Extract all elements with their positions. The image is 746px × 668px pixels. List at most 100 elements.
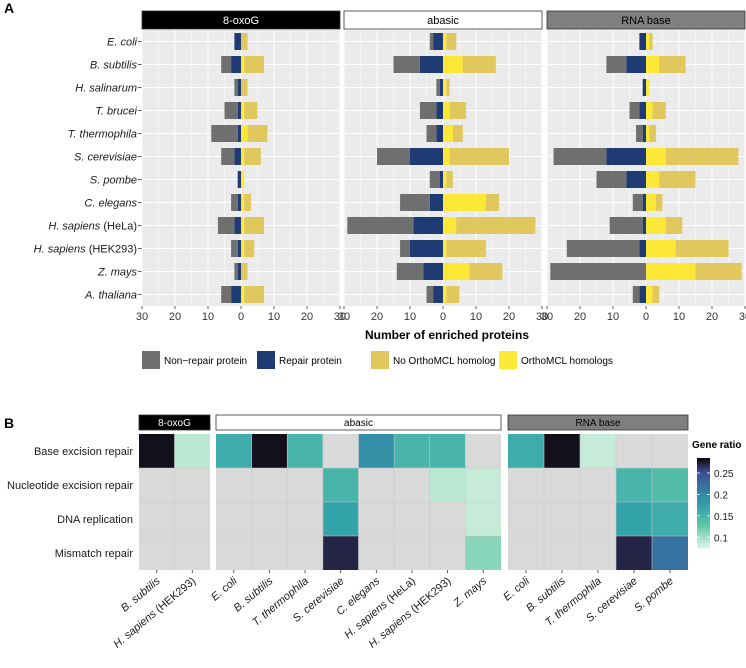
bar-homolog [646,148,666,165]
x-tick-label: 0 [238,311,244,323]
bar-repair [234,217,241,234]
bar-no-homolog [244,102,258,119]
colorbar-segment [697,486,710,489]
colorbar-segment [697,540,710,543]
bar-homolog [646,171,660,188]
heatmap-cell [465,536,501,570]
heatmap-cell [216,468,252,502]
bar-homolog [241,148,245,165]
heatmap-cell [544,536,580,570]
heatmap-cell [616,434,652,468]
panel-b-heatmap: Base excision repair Nucleotide excision … [7,414,741,651]
column-label-2-4: S. pombe [632,575,676,614]
column-label-2-0: E. coli [501,575,532,604]
heatmap-cell [216,434,252,468]
colorbar-segment [697,466,710,469]
colorbar-segment [697,506,710,509]
colorbar-segment [697,536,710,539]
colorbar-segment [697,518,710,521]
colorbar-segment [697,528,710,531]
colorbar-segment [697,468,710,471]
legend-label-0: Non−repair protein [164,356,247,367]
column-label-1-7: Z. mays [451,575,490,610]
bar-repair [237,240,241,257]
colorbar-segment [697,498,710,501]
bar-homolog [646,263,696,280]
heatmap-cell [139,502,175,536]
heatmap-cell [616,502,652,536]
x-tick-label: 30 [739,311,746,323]
x-tick-label: 20 [301,311,313,323]
colorbar-segment [697,522,710,525]
heatmap-cell [174,536,210,570]
bar-repair [433,286,443,303]
bar-homolog [443,171,447,188]
colorbar-segment [697,480,710,483]
bar-no-homolog [244,148,261,165]
bar-nonrepair [629,102,640,119]
bar-nonrepair [211,125,238,142]
bar-nonrepair [426,125,437,142]
bar-nonrepair [393,56,420,73]
x-tick-label: 10 [673,311,685,323]
bar-repair [429,194,443,211]
colorbar-segment [697,482,710,485]
colorbar-segment [697,492,710,495]
bar-repair [436,102,443,119]
bar-repair [410,240,443,257]
bar-nonrepair [632,286,640,303]
bar-repair [423,263,443,280]
legend-label-1: Repair protein [279,356,342,367]
x-tick-label: 10 [607,311,619,323]
bar-no-homolog [244,56,265,73]
bar-homolog [443,286,447,303]
colorbar-segment [697,490,710,493]
bar-repair [419,56,443,73]
bar-repair [237,125,241,142]
colorbar-segment [697,476,710,479]
bar-repair [436,125,443,142]
bar-no-homolog [446,79,450,96]
bar-homolog [646,240,676,257]
bar-homolog [443,56,463,73]
colorbar-segment [697,494,710,497]
colorbar-segment [697,472,710,475]
heatmap-cell [465,434,501,468]
bar-homolog [241,286,245,303]
bar-homolog [646,33,650,50]
heatmap-cell [139,434,175,468]
bar-no-homolog [675,240,729,257]
heatmap-cell [580,502,616,536]
bar-nonrepair [436,79,440,96]
heatmap-cell [322,468,359,502]
colorbar-segment [697,508,710,511]
colorbar-segment [697,538,710,541]
bar-no-homolog [446,171,453,188]
bar-no-homolog [452,125,463,142]
colorbar-segment [697,532,710,535]
bar-nonrepair [632,194,643,211]
colorbar-segment [697,496,710,499]
bar-no-homolog [469,263,503,280]
x-tick-label: 20 [169,311,181,323]
bar-homolog [443,125,453,142]
bar-repair [231,56,241,73]
heatmap-cell [580,468,616,502]
colorbar-title: Gene ratio [692,440,741,451]
heatmap-cell [216,502,252,536]
bar-no-homolog [665,148,739,165]
bar-no-homolog [485,194,500,211]
bar-nonrepair [429,171,440,188]
category-label-3: T. brucei [95,106,137,118]
heatmap-cell [429,468,466,502]
bar-repair [237,79,241,96]
heatmap-cell [580,434,616,468]
bar-no-homolog [456,217,536,234]
x-tick-label: 10 [470,311,482,323]
heatmap-cell [139,536,175,570]
x-tick-label: 30 [338,311,350,323]
heatmap-cell [251,536,288,570]
bar-nonrepair [231,240,238,257]
bar-homolog [241,125,248,142]
